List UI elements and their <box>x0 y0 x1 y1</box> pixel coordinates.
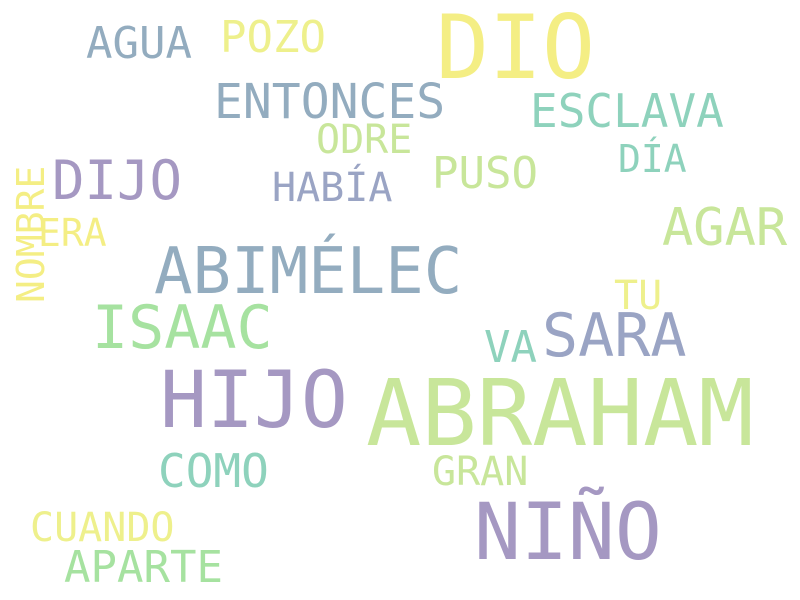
word-sara: SARA <box>542 301 687 371</box>
word-va: VA <box>484 322 537 373</box>
word-entonces: ENTONCES <box>214 74 446 130</box>
word-nombre: NOMBRE <box>9 165 53 303</box>
word-pozo: POZO <box>220 12 326 63</box>
word-como: COMO <box>158 444 269 498</box>
word-gran: GRAN <box>432 449 529 495</box>
word-agar: AGAR <box>662 198 788 258</box>
word-habia: HABÍA <box>272 165 393 211</box>
word-hijo: HIJO <box>160 356 348 446</box>
word-abimelec: ABIMÉLEC <box>154 235 463 309</box>
word-era: ERA <box>38 211 107 255</box>
word-dia: DÍA <box>618 137 687 181</box>
word-tu: TU <box>614 273 663 319</box>
word-abraham: ABRAHAM <box>366 360 754 467</box>
word-isaac: ISAAC <box>92 293 273 363</box>
word-odre: ODRE <box>316 117 413 163</box>
word-dijo: DIJO <box>52 149 183 212</box>
word-cuando: CUANDO <box>30 505 175 551</box>
word-agua: AGUA <box>86 18 192 69</box>
word-dio: DIO <box>436 0 595 99</box>
word-esclava: ESCLAVA <box>530 84 724 138</box>
word-puso: PUSO <box>432 148 538 199</box>
word-aparte: APARTE <box>64 542 223 593</box>
word-nino: NIÑO <box>474 488 662 578</box>
